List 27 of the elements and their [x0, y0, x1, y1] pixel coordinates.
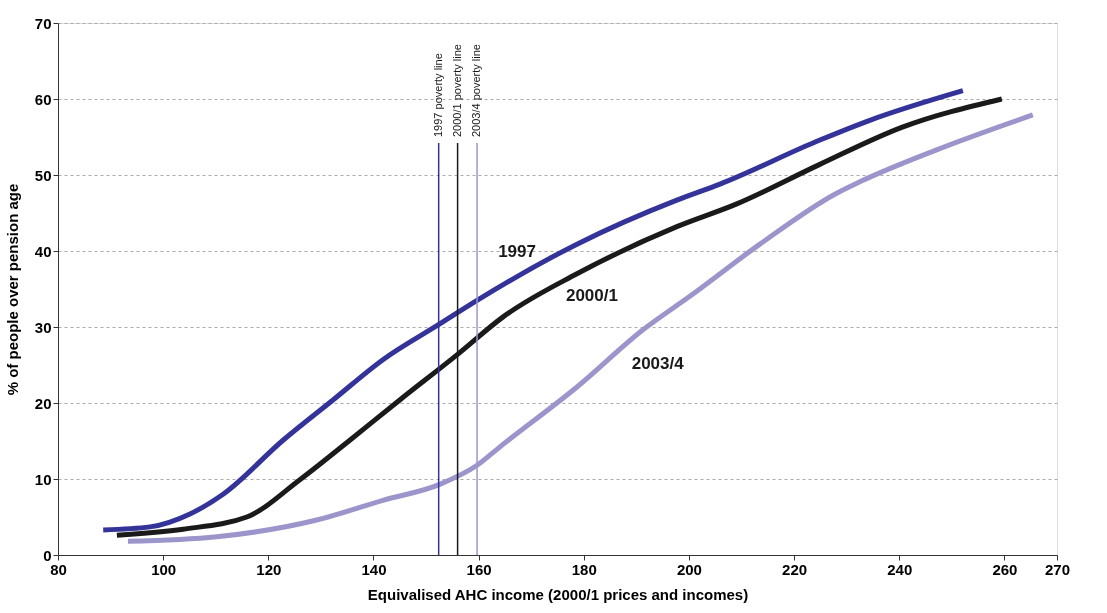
y-tick-label: 50: [34, 166, 52, 184]
y-axis-title: % of people over pension age: [3, 183, 21, 396]
x-tick-label: 80: [50, 560, 67, 578]
y-tick-label: 30: [34, 318, 52, 336]
x-tick-label: 270: [1044, 560, 1071, 578]
ref-line-label: 1997 poverty line: [431, 53, 444, 137]
y-tick-label: 40: [34, 242, 52, 260]
y-tick-label: 10: [34, 470, 52, 488]
x-axis-title: Equivalised AHC income (2000/1 prices and incomes): [367, 585, 749, 603]
series-label: 1997: [498, 242, 536, 262]
x-tick-label: 140: [361, 560, 387, 578]
x-tick-label: 180: [571, 560, 597, 578]
y-tick-label: 60: [34, 90, 52, 108]
series-label: 2003/4: [631, 354, 685, 374]
y-tick-label: 20: [34, 394, 52, 412]
x-tick-label: 220: [782, 560, 808, 578]
y-tick-label: 70: [34, 14, 52, 32]
x-tick-label: 260: [992, 560, 1018, 578]
ref-line-label: 2003/4 poverty line: [470, 44, 483, 137]
x-tick-label: 120: [256, 560, 282, 578]
x-tick-label: 200: [676, 560, 702, 578]
x-tick-label: 100: [151, 560, 177, 578]
x-tick-label: 160: [466, 560, 492, 578]
x-tick-label: 240: [887, 560, 913, 578]
y-tick-label: 0: [43, 546, 52, 564]
ref-line-label: 2000/1 poverty line: [450, 44, 463, 137]
series-label: 2000/1: [565, 285, 618, 305]
